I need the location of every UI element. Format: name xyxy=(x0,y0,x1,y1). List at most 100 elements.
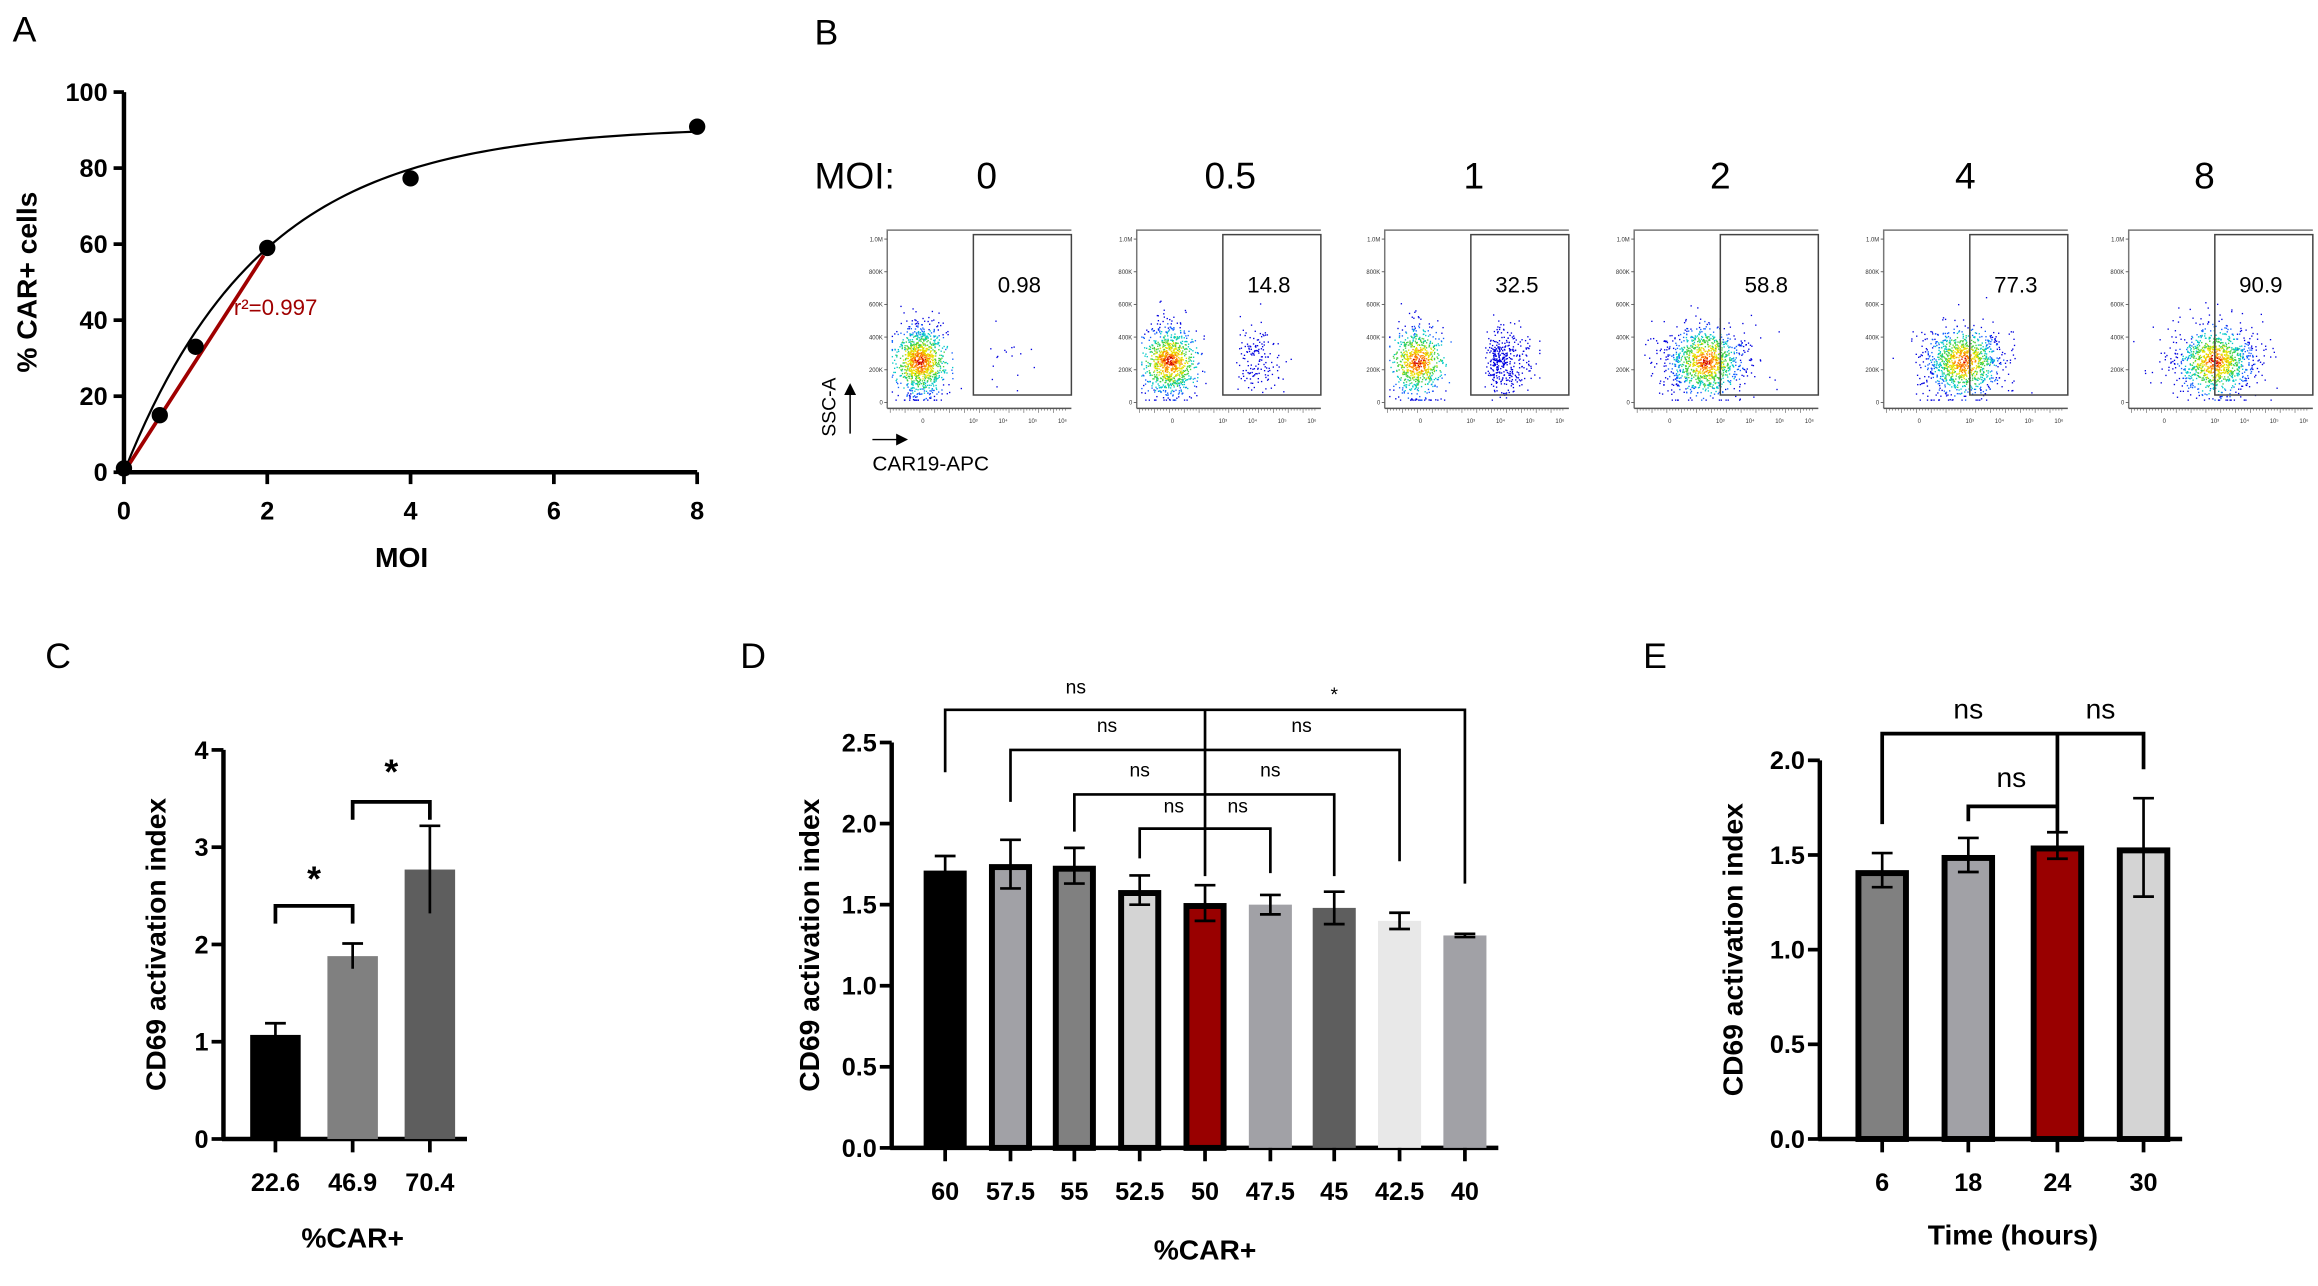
event-dot xyxy=(915,332,918,334)
event-dot xyxy=(1190,397,1193,399)
event-dot xyxy=(1145,360,1147,362)
event-dot xyxy=(1170,354,1172,356)
event-dot xyxy=(1169,364,1171,367)
event-dot xyxy=(1156,352,1158,354)
event-dot xyxy=(1163,365,1165,367)
event-dot xyxy=(1177,382,1179,385)
event-dot xyxy=(1736,368,1739,371)
event-dot xyxy=(1683,371,1685,373)
event-dot xyxy=(1503,362,1506,364)
event-dot xyxy=(1996,343,1999,346)
event-dot xyxy=(1249,378,1252,380)
event-dot xyxy=(952,358,954,360)
event-dot xyxy=(1679,369,1682,371)
event-dot xyxy=(919,343,921,346)
event-dot xyxy=(1413,365,1415,368)
event-dot xyxy=(933,395,936,398)
event-dot xyxy=(1724,374,1727,376)
event-dot xyxy=(903,312,905,314)
event-dot xyxy=(1428,361,1431,363)
event-dot xyxy=(1160,354,1163,357)
event-dot xyxy=(1706,353,1708,355)
event-dot xyxy=(1170,339,1172,341)
event-dot xyxy=(1502,366,1505,368)
event-dot xyxy=(1675,342,1677,344)
event-dot xyxy=(1713,387,1715,390)
event-dot xyxy=(1990,358,1992,360)
event-dot xyxy=(1508,372,1510,375)
event-dot xyxy=(1665,356,1667,358)
event-dot xyxy=(913,380,915,382)
event-dot xyxy=(1406,366,1408,369)
event-dot xyxy=(914,365,916,367)
event-dot xyxy=(1159,363,1161,365)
event-dot xyxy=(1688,380,1691,382)
event-dot xyxy=(1692,358,1695,360)
event-dot xyxy=(919,339,921,341)
event-dot xyxy=(933,335,935,337)
event-dot xyxy=(1163,341,1165,344)
event-dot xyxy=(1948,371,1951,373)
event-dot xyxy=(907,346,909,348)
event-dot xyxy=(1425,352,1428,354)
event-dot xyxy=(1418,351,1420,353)
event-dot xyxy=(907,348,909,350)
event-dot xyxy=(1161,361,1164,363)
event-dot xyxy=(1434,351,1436,354)
event-dot xyxy=(1489,343,1491,345)
event-dot xyxy=(927,364,930,366)
event-dot xyxy=(914,399,916,401)
event-dot xyxy=(909,351,912,353)
event-dot xyxy=(1153,366,1156,368)
event-dot xyxy=(1676,383,1678,385)
event-dot xyxy=(1157,348,1159,350)
event-dot xyxy=(931,320,933,322)
event-dot xyxy=(936,336,939,338)
event-dot xyxy=(1676,377,1679,379)
event-dot xyxy=(1697,351,1699,354)
event-dot xyxy=(1711,342,1713,344)
event-dot xyxy=(1434,384,1436,387)
event-dot xyxy=(1176,338,1178,340)
event-dot xyxy=(1247,387,1250,389)
event-dot xyxy=(1186,378,1189,381)
event-dot xyxy=(1725,369,1728,372)
event-dot xyxy=(1669,345,1671,348)
event-dot xyxy=(907,360,909,363)
event-dot xyxy=(1405,358,1407,361)
event-dot xyxy=(1412,353,1414,356)
event-dot xyxy=(1428,374,1431,377)
event-dot xyxy=(1176,397,1178,399)
event-dot xyxy=(900,365,903,367)
event-dot xyxy=(1706,323,1708,326)
event-dot xyxy=(1686,376,1688,378)
event-dot xyxy=(1253,354,1255,356)
event-dot xyxy=(1157,361,1159,363)
event-dot xyxy=(1403,373,1405,376)
event-dot xyxy=(1167,379,1169,381)
event-dot xyxy=(1411,398,1413,400)
event-dot xyxy=(1721,373,1723,375)
event-dot xyxy=(1678,380,1680,383)
event-dot xyxy=(922,327,924,329)
event-dot xyxy=(1716,357,1718,360)
event-dot xyxy=(1746,368,1748,370)
event-dot xyxy=(1992,321,1994,323)
event-dot xyxy=(1501,336,1503,339)
event-dot xyxy=(1699,349,1701,351)
event-dot xyxy=(1405,375,1408,377)
event-dot xyxy=(915,363,918,366)
event-dot xyxy=(1688,385,1690,388)
event-dot xyxy=(1185,353,1187,356)
event-dot xyxy=(917,325,919,327)
event-dot xyxy=(1166,371,1168,373)
event-dot xyxy=(1508,347,1511,350)
event-dot xyxy=(1490,368,1493,370)
event-dot xyxy=(1701,376,1704,378)
event-dot xyxy=(912,370,914,372)
event-dot xyxy=(1403,345,1406,347)
event-dot xyxy=(1422,333,1425,336)
event-dot xyxy=(1276,364,1278,366)
event-dot xyxy=(1204,371,1206,373)
